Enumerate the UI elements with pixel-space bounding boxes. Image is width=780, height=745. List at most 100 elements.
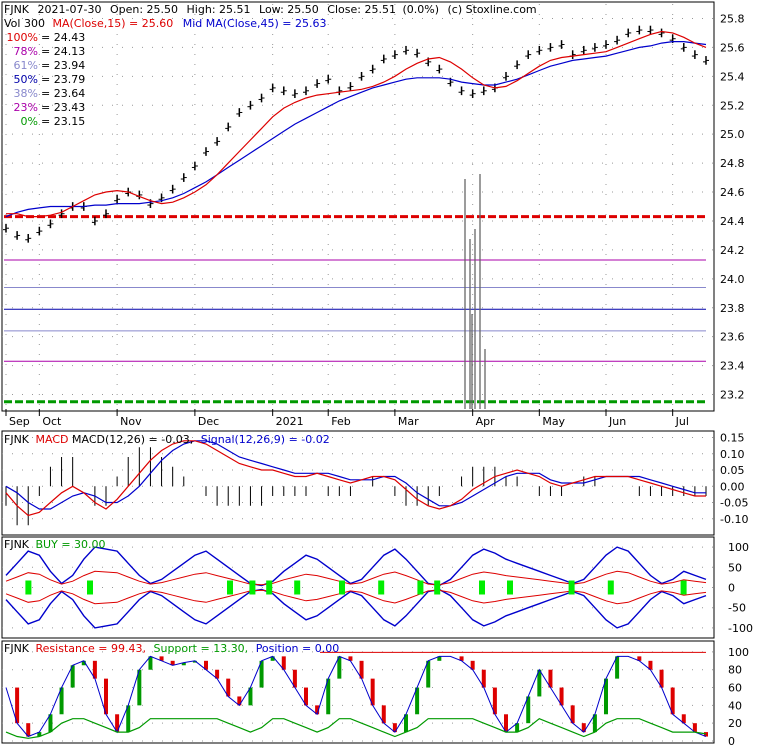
ma15-legend: MA(Close,15) = 25.60 bbox=[52, 17, 173, 30]
position-header: FJNK Resistance = 99.43, Support = 13.30… bbox=[4, 642, 339, 655]
fib-legend-pct: 38% bbox=[14, 87, 38, 100]
price-ytick-label: 23.2 bbox=[720, 389, 745, 402]
macd-ytick-label: 0.15 bbox=[720, 432, 745, 445]
fib-legend-value: = 23.79 bbox=[41, 73, 85, 86]
buy-ytick-label: -100 bbox=[728, 622, 753, 635]
price-ytick-label: 24.0 bbox=[720, 273, 745, 286]
fib-legend-pct: 0% bbox=[21, 115, 38, 128]
volume-bars bbox=[464, 174, 486, 409]
signal-line bbox=[5, 440, 706, 510]
buy-signal-marker bbox=[434, 580, 441, 595]
fib-legend-value: = 23.94 bbox=[41, 59, 85, 72]
macd-line bbox=[5, 440, 706, 517]
fib-legend-value: = 24.13 bbox=[41, 45, 85, 58]
buy-signal-marker bbox=[294, 580, 301, 595]
resistance-value: Resistance = 99.43, bbox=[36, 642, 146, 655]
buy-header: FJNK BUY = 30.00 bbox=[4, 538, 106, 551]
price-ytick-label: 23.8 bbox=[720, 302, 745, 315]
support-value: Support = 13.30, bbox=[154, 642, 249, 655]
fib-legend-value: = 23.43 bbox=[41, 101, 85, 114]
buy-inner-upper bbox=[5, 570, 707, 586]
buy-signal-marker bbox=[339, 580, 345, 595]
buy-signal-marker bbox=[417, 580, 424, 595]
position-value: Position = 0.00 bbox=[256, 642, 340, 655]
macd-panel: 0.15 0.10 0.05 0.00 -0.05 -0.10 FJNK MACD MAC… bbox=[1, 430, 748, 536]
fib-legend-pct: 100% bbox=[7, 31, 38, 44]
month-axis: Sep Oct Nov Dec 2021 Feb Mar Apr May Jun Jul bbox=[5, 409, 689, 428]
macd-ytick-label: -0.10 bbox=[720, 513, 748, 526]
fib-legend-pct: 61% bbox=[14, 59, 38, 72]
buy-ytick-label: 100 bbox=[728, 541, 749, 554]
price-ytick-label: 25.0 bbox=[720, 128, 745, 141]
open-label: Open: 25.50 bbox=[110, 3, 178, 16]
position-ytick-label: 40 bbox=[728, 699, 742, 712]
month-label: Feb bbox=[331, 415, 350, 428]
volume-label: Vol 300 bbox=[4, 17, 45, 30]
buy-signal-marker bbox=[266, 580, 273, 595]
price-header: FJNK 2021-07-30 Open: 25.50 High: 25.51 … bbox=[4, 3, 537, 16]
close-label: Close: 25.51 bbox=[327, 3, 396, 16]
macd-ticker: FJNK bbox=[4, 433, 30, 446]
month-label: May bbox=[542, 415, 565, 428]
ticker-label: FJNK bbox=[4, 3, 30, 16]
position-ytick-label: 60 bbox=[728, 682, 742, 695]
buy-signal-marker bbox=[227, 580, 233, 595]
buy-inner-lower bbox=[5, 589, 707, 605]
source-label: (c) Stoxline.com bbox=[447, 3, 536, 16]
month-label: Mar bbox=[398, 415, 419, 428]
month-label: Jul bbox=[675, 415, 689, 428]
high-label: High: 25.51 bbox=[187, 3, 251, 16]
price-panel: 25.8 25.6 25.4 25.2 25.0 24.8 24.6 24.4 24.2 24.0… bbox=[1, 1, 745, 428]
month-label: Sep bbox=[9, 415, 30, 428]
signal-value: Signal(12,26,9) = -0.02 bbox=[201, 433, 330, 446]
buy-signal-marker bbox=[568, 580, 575, 595]
price-panel-frame bbox=[1, 1, 715, 412]
buy-ytick-label: -50 bbox=[728, 602, 746, 615]
buy-lower-band bbox=[5, 588, 707, 629]
price-ytick-label: 25.4 bbox=[720, 70, 745, 83]
fib-legend-value: = 23.64 bbox=[41, 87, 85, 100]
position-bars bbox=[15, 656, 708, 737]
macd-title: MACD bbox=[36, 433, 69, 446]
ma45-line bbox=[5, 41, 707, 218]
ma-header: Vol 300 MA(Close,15) = 25.60 Mid MA(Clos… bbox=[4, 17, 327, 30]
buy-ticker: FJNK bbox=[4, 538, 30, 551]
price-y-axis: 25.8 25.6 25.4 25.2 25.0 24.8 24.6 24.4 24.2 24.0… bbox=[720, 12, 745, 401]
macd-value: MACD(12,26) = -0.03, bbox=[72, 433, 193, 446]
position-ytick-label: 80 bbox=[728, 664, 742, 677]
month-label: 2021 bbox=[276, 415, 304, 428]
buy-signal-marker bbox=[507, 580, 513, 595]
month-label: Dec bbox=[198, 415, 219, 428]
macd-ytick-label: 0.10 bbox=[720, 448, 745, 461]
buy-upper-band bbox=[5, 546, 707, 587]
buy-signal-marker bbox=[378, 580, 385, 595]
buy-signal-marker bbox=[680, 580, 687, 595]
ma45-legend: Mid MA(Close,45) = 25.63 bbox=[183, 17, 327, 30]
position-ytick-label: 100 bbox=[728, 646, 749, 659]
buy-signal-marker bbox=[25, 580, 32, 595]
price-ytick-label: 25.8 bbox=[720, 12, 745, 25]
month-label: Oct bbox=[42, 415, 62, 428]
position-oscillator bbox=[5, 655, 707, 738]
macd-ytick-label: -0.05 bbox=[720, 497, 748, 510]
fib-legend-value: = 23.15 bbox=[41, 115, 85, 128]
position-ytick-label: 20 bbox=[728, 717, 742, 730]
price-bars bbox=[3, 25, 709, 243]
fib-legend-pct: 78% bbox=[14, 45, 38, 58]
position-y-axis: 100 80 60 40 20 0 bbox=[728, 646, 749, 745]
price-ytick-label: 23.4 bbox=[720, 360, 745, 373]
macd-ytick-label: 0.00 bbox=[720, 480, 745, 493]
month-label: Jun bbox=[608, 415, 626, 428]
buy-signal-marker bbox=[87, 580, 93, 595]
fib-legend-value: = 24.43 bbox=[41, 31, 85, 44]
price-ytick-label: 24.8 bbox=[720, 157, 745, 170]
buy-y-axis: 100 50 0 -50 -100 bbox=[728, 541, 753, 635]
position-ytick-label: 0 bbox=[728, 735, 735, 745]
position-panel: 100 80 60 40 20 0 FJNK Resistance = 99.43, Su… bbox=[1, 640, 749, 745]
price-ytick-label: 25.2 bbox=[720, 99, 745, 112]
change-label: (0.0%) bbox=[402, 3, 439, 16]
macd-header: FJNK MACD MACD(12,26) = -0.03, Signal(12… bbox=[4, 433, 330, 446]
macd-ytick-label: 0.05 bbox=[720, 464, 745, 477]
buy-value: BUY = 30.00 bbox=[36, 538, 106, 551]
